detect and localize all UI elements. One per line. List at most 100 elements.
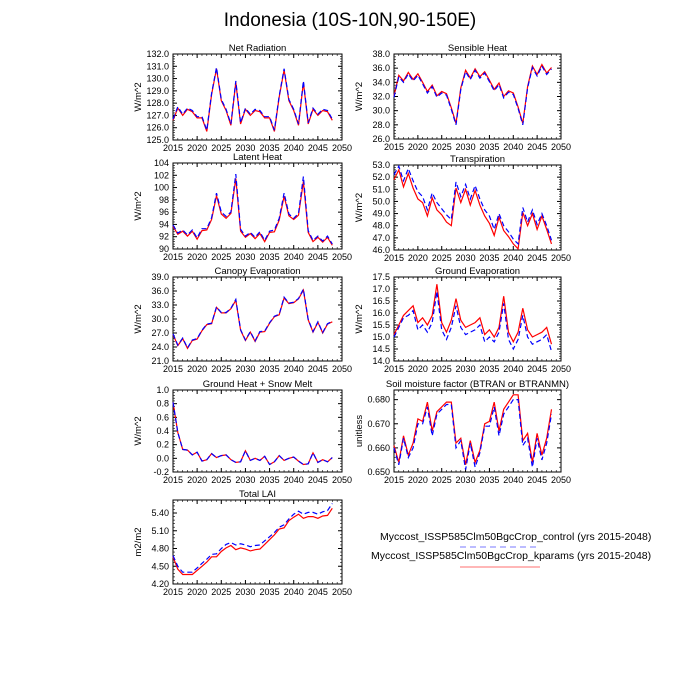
y-tick-label: 94 <box>159 219 169 229</box>
panel-soil-moisture-factor-btran-or-btranmn-: Soil moisture factor (BTRAN or BTRANMN) u… <box>354 379 571 485</box>
x-tick-label: 2030 <box>235 252 255 262</box>
y-tick-label: 0.680 <box>367 395 390 405</box>
x-tick-label: 2035 <box>479 475 499 485</box>
y-tick-label: 102 <box>154 170 169 180</box>
y-tick-label: 4.20 <box>151 579 169 589</box>
y-axis-label: W/m^2 <box>133 82 144 111</box>
plot-frame <box>172 276 343 362</box>
y-tick-label: 30.0 <box>372 106 390 116</box>
panel-title: Net Radiation <box>229 43 287 54</box>
series-line-kparams <box>172 402 333 466</box>
y-tick-label: 17.5 <box>372 272 390 282</box>
y-tick-label: 24.0 <box>151 342 169 352</box>
x-tick-label: 2050 <box>551 364 571 374</box>
y-tick-label: 50.0 <box>372 196 390 206</box>
y-tick-label: 131.0 <box>146 61 169 71</box>
panel-ground-heat-snow-melt: Ground Heat + Snow Melt W/m^2 2015 2020 2025… <box>133 379 352 485</box>
x-tick-label: 2015 <box>163 143 183 153</box>
y-axis-label: m2/m2 <box>133 527 144 556</box>
panel-total-lai: Total LAI m2/m2 2015 2020 2025 2030 2035 2040 20… <box>133 489 352 597</box>
x-tick-label: 2030 <box>235 475 255 485</box>
y-tick-label: 130.0 <box>146 74 169 84</box>
plot-frame <box>393 164 562 251</box>
series-line-control <box>393 291 553 352</box>
x-tick-label: 2045 <box>308 364 328 374</box>
y-axis-label: W/m^2 <box>133 304 144 333</box>
x-tick-label: 2040 <box>503 142 523 152</box>
x-tick-label: 2020 <box>408 475 428 485</box>
y-tick-label: 46.0 <box>372 245 390 255</box>
y-tick-label: 15.5 <box>372 320 390 330</box>
x-tick-label: 2025 <box>211 475 231 485</box>
legend-label-control: Myccost_ISSP585Clm50BgcCrop_control (yrs… <box>380 531 652 543</box>
x-tick-label: 2050 <box>332 143 352 153</box>
panel-title: Sensible Heat <box>448 43 508 54</box>
y-tick-label: 5.10 <box>151 526 169 536</box>
x-tick-label: 2045 <box>527 475 547 485</box>
y-tick-label: 49.0 <box>372 209 390 219</box>
x-tick-label: 2035 <box>479 253 499 263</box>
y-tick-label: 128.0 <box>146 98 169 108</box>
x-tick-label: 2050 <box>551 475 571 485</box>
series-line-kparams <box>172 68 333 132</box>
x-tick-label: 2050 <box>551 142 571 152</box>
x-tick-label: 2040 <box>503 253 523 263</box>
y-tick-label: 53.0 <box>372 160 390 170</box>
y-tick-label: 28.0 <box>372 120 390 130</box>
series-line-kparams <box>393 284 553 345</box>
y-tick-label: 38.0 <box>372 49 390 59</box>
series-line-control <box>172 174 333 245</box>
y-tick-label: 132.0 <box>146 49 169 59</box>
y-tick-label: 0.670 <box>367 419 390 429</box>
series-line-control <box>172 67 333 131</box>
series-line-kparams <box>393 394 553 465</box>
panel-title: Canopy Evaporation <box>214 266 300 277</box>
panel-title: Total LAI <box>239 489 276 500</box>
series-line-control <box>172 503 333 573</box>
y-tick-label: 15.0 <box>372 332 390 342</box>
y-tick-label: 0.4 <box>156 426 169 436</box>
x-tick-label: 2020 <box>408 142 428 152</box>
x-tick-label: 2040 <box>284 587 304 597</box>
x-tick-label: 2020 <box>187 475 207 485</box>
x-tick-label: 2020 <box>187 252 207 262</box>
x-tick-label: 2040 <box>284 475 304 485</box>
plot-frame <box>393 53 562 140</box>
y-tick-label: 0.8 <box>156 399 169 409</box>
x-tick-label: 2035 <box>260 252 280 262</box>
x-tick-label: 2025 <box>211 587 231 597</box>
y-tick-label: 16.5 <box>372 296 390 306</box>
x-tick-label: 2020 <box>187 364 207 374</box>
panel-canopy-evaporation: Canopy Evaporation W/m^2 2015 2020 2025 2030 2… <box>133 266 352 374</box>
y-tick-label: 129.0 <box>146 86 169 96</box>
x-tick-label: 2025 <box>211 252 231 262</box>
y-tick-label: 4.80 <box>151 544 169 554</box>
x-tick-label: 2045 <box>527 142 547 152</box>
series-line-control <box>393 164 553 246</box>
y-axis-label: unitless <box>354 415 365 447</box>
x-tick-label: 2040 <box>503 364 523 374</box>
x-tick-label: 2045 <box>308 587 328 597</box>
y-tick-label: 36.0 <box>372 63 390 73</box>
y-tick-label: 47.0 <box>372 233 390 243</box>
x-tick-label: 2025 <box>432 253 452 263</box>
y-tick-label: 17.0 <box>372 284 390 294</box>
y-tick-label: 92 <box>159 232 169 242</box>
y-axis-label: W/m^2 <box>354 304 365 333</box>
y-tick-label: 0.660 <box>367 443 390 453</box>
y-tick-label: 1.0 <box>156 385 169 395</box>
x-tick-label: 2030 <box>456 475 476 485</box>
y-axis-label: W/m^2 <box>354 193 365 222</box>
plot-frame <box>172 162 343 250</box>
x-tick-label: 2025 <box>432 142 452 152</box>
x-tick-label: 2015 <box>163 587 183 597</box>
y-tick-label: -0.2 <box>153 467 169 477</box>
figure-title: Indonesia (10S-10N,90-150E) <box>223 10 477 31</box>
y-axis-label: W/m^2 <box>354 82 365 111</box>
y-tick-label: 0.650 <box>367 467 390 477</box>
x-tick-label: 2015 <box>384 253 404 263</box>
x-tick-label: 2035 <box>260 587 280 597</box>
x-tick-label: 2035 <box>260 364 280 374</box>
y-tick-label: 21.0 <box>151 356 169 366</box>
